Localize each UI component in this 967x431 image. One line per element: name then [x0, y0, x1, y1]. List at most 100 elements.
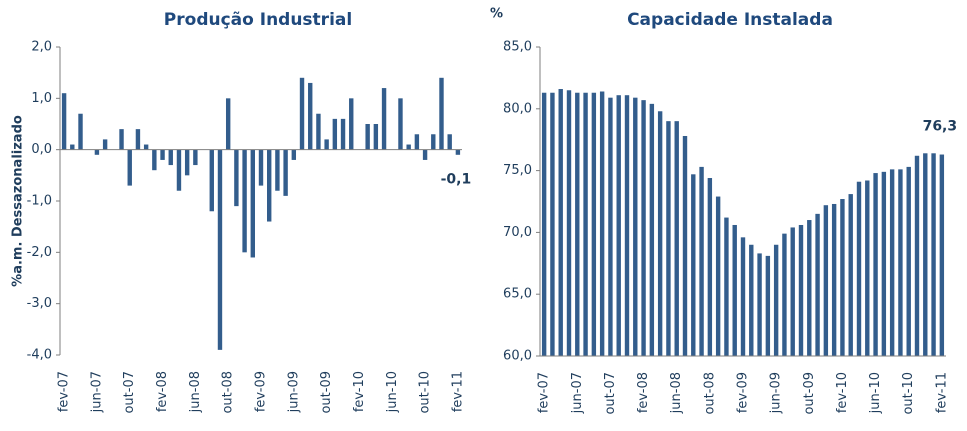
bar	[455, 149, 461, 155]
y-tick-label: 65,0	[503, 287, 532, 302]
bar	[566, 90, 572, 356]
bar	[699, 166, 704, 356]
bar	[682, 135, 688, 356]
bar	[856, 181, 862, 356]
bar	[765, 255, 771, 356]
bar	[724, 217, 729, 356]
bar	[666, 121, 671, 356]
bar	[70, 144, 75, 150]
y-tick-label: 85,0	[503, 40, 532, 55]
bar	[674, 121, 679, 356]
bar	[316, 113, 321, 150]
bar	[881, 171, 887, 356]
x-tick-label: out-10	[418, 371, 433, 414]
x-tick-label: jun-07	[570, 372, 585, 414]
data-label: -0,1	[441, 172, 472, 188]
x-tick-label: jun-09	[286, 371, 301, 413]
y-tick-label: 1,0	[31, 91, 52, 106]
bar	[790, 227, 795, 356]
x-tick-label: out-09	[802, 372, 817, 415]
y-tick-label: -4,0	[27, 348, 52, 363]
bar	[616, 95, 621, 356]
bar	[583, 92, 588, 357]
bar	[176, 149, 182, 191]
bar	[823, 205, 829, 356]
bar	[283, 149, 288, 196]
bar	[258, 149, 264, 186]
chart-title: Produção Industrial	[164, 10, 352, 30]
bar	[94, 149, 100, 155]
bar	[291, 149, 297, 160]
y-tick-label: 2,0	[31, 40, 52, 55]
y-tick-label: 0,0	[31, 142, 52, 157]
bar	[575, 92, 580, 357]
bar	[831, 203, 837, 356]
bar	[422, 149, 428, 160]
bar	[225, 98, 231, 150]
bar	[914, 155, 920, 356]
x-tick-label: out-08	[221, 371, 236, 414]
x-tick-label: out-07	[122, 371, 137, 414]
bar	[193, 149, 198, 166]
bar	[168, 149, 173, 166]
bar	[865, 180, 870, 356]
bar	[119, 129, 124, 150]
x-tick-label: jun-07	[89, 371, 104, 413]
x-tick-label: fev-08	[636, 372, 651, 413]
bar	[848, 194, 853, 356]
x-tick-label: out-07	[603, 372, 618, 415]
x-tick-label: fev-10	[835, 372, 850, 413]
bar	[431, 134, 436, 150]
bar	[798, 224, 804, 356]
bar	[773, 244, 779, 356]
x-tick-label: out-10	[901, 372, 916, 415]
bar	[406, 144, 411, 150]
bar	[931, 153, 936, 356]
bar	[873, 173, 878, 356]
bar	[152, 149, 157, 171]
y-tick-label: -2,0	[27, 245, 52, 260]
bar	[939, 154, 945, 356]
bar	[641, 100, 646, 356]
y-tick-label: 70,0	[503, 225, 532, 240]
bar	[135, 129, 141, 150]
bar	[143, 144, 149, 150]
x-tick-label: out-09	[319, 371, 334, 414]
bar	[381, 88, 387, 150]
bar	[889, 169, 895, 356]
bar	[732, 224, 737, 356]
bar	[414, 134, 420, 150]
bar	[439, 77, 444, 150]
bar	[365, 124, 370, 150]
bar	[398, 98, 403, 150]
bar	[558, 89, 563, 357]
bar	[184, 149, 190, 176]
bar	[275, 149, 280, 191]
bar	[78, 113, 83, 150]
bar	[608, 97, 613, 357]
bar	[715, 196, 721, 356]
bar	[707, 178, 713, 356]
x-tick-label: fev-09	[736, 372, 751, 413]
bar	[299, 77, 305, 150]
bar	[217, 149, 223, 350]
bar	[624, 95, 630, 356]
bar	[691, 174, 696, 356]
bar	[757, 253, 762, 356]
bar	[160, 149, 165, 160]
y-tick-label: 75,0	[503, 163, 532, 178]
bar	[250, 149, 255, 258]
x-tick-label: fev-11	[934, 372, 949, 413]
bar	[324, 139, 329, 150]
bar	[209, 149, 214, 212]
y-tick-label: 80,0	[503, 101, 532, 116]
x-tick-label: jun-08	[669, 372, 684, 414]
bar	[815, 213, 820, 356]
bar	[649, 103, 655, 356]
bar	[541, 92, 547, 357]
bar	[373, 124, 379, 150]
x-tick-label: jun-10	[868, 372, 883, 414]
bar	[840, 199, 845, 356]
bar	[740, 237, 746, 356]
